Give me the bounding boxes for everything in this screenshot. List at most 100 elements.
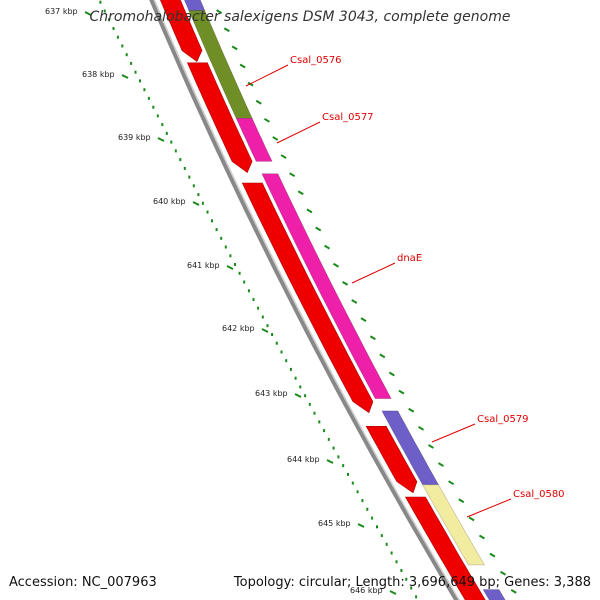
outer-tick	[427, 444, 434, 449]
outer-tick	[500, 570, 507, 576]
gc-dot	[356, 490, 359, 494]
gc-dot	[112, 27, 115, 30]
gene-leader-line	[431, 423, 476, 443]
gc-skew-dots	[99, 0, 418, 599]
outer-tick	[255, 99, 262, 105]
outer-tick	[297, 190, 304, 196]
gc-dot	[252, 298, 255, 301]
tick-label: 645 kbp	[318, 519, 351, 528]
gc-dot	[361, 499, 364, 503]
gc-dot	[201, 201, 204, 205]
tick-mark	[84, 11, 92, 16]
gc-dot	[342, 464, 345, 468]
outer-tick	[351, 299, 358, 304]
gc-dot	[376, 525, 378, 529]
gc-dot	[299, 385, 302, 389]
gc-dot	[318, 420, 321, 424]
outer-tick	[478, 534, 485, 540]
gc-dot	[220, 236, 223, 240]
gc-dot	[410, 586, 413, 590]
outer-tick	[418, 425, 425, 431]
gc-dot	[266, 324, 269, 328]
gc-dot	[229, 254, 232, 258]
gc-dot	[400, 569, 403, 572]
outer-tick	[388, 371, 395, 377]
tick-label: 639 kbp	[118, 133, 151, 142]
cds-arrow	[404, 496, 486, 600]
gc-dot	[170, 140, 173, 144]
tick-mark	[192, 201, 200, 206]
outer-tick	[437, 462, 444, 467]
outer-tick	[510, 589, 517, 594]
outer-tick	[306, 208, 313, 214]
outer-tick	[280, 154, 287, 159]
gene-leader-line	[351, 262, 396, 284]
outer-tick	[408, 407, 415, 413]
outer-tick	[333, 262, 340, 268]
backbone-inner	[153, 0, 461, 600]
gc-dot	[211, 219, 213, 223]
gc-dot	[337, 455, 340, 459]
gc-dot	[215, 228, 218, 232]
gene-leader-line	[276, 121, 321, 144]
gc-dot	[147, 96, 150, 100]
gc-dot	[366, 507, 369, 511]
gc-dot	[371, 516, 374, 520]
tick-label: 646 kbp	[350, 586, 383, 595]
tick-mark	[326, 459, 334, 464]
accession-text: Accession: NC_007963	[9, 575, 157, 590]
gc-dot	[188, 175, 191, 179]
backbone-layer	[149, 0, 461, 600]
gc-dot	[121, 44, 124, 48]
gc-dot	[103, 9, 106, 13]
gc-dot	[332, 446, 335, 450]
tick-label: 640 kbp	[153, 197, 186, 206]
tick-mark	[357, 523, 365, 528]
tick-label: 637 kbp	[45, 7, 78, 16]
cds-arrow	[241, 182, 374, 414]
gc-dot	[327, 437, 330, 441]
gc-dot	[247, 289, 250, 293]
gc-dot	[395, 560, 398, 564]
outer-tick	[324, 244, 331, 250]
gc-dot	[206, 210, 209, 214]
gc-dot	[261, 315, 264, 319]
tick-mark	[294, 393, 302, 398]
gc-dot	[294, 376, 297, 380]
cds-arrow	[160, 0, 203, 63]
gc-dot	[152, 105, 155, 109]
gc-dot	[289, 367, 292, 371]
tick-label: 638 kbp	[82, 70, 115, 79]
gc-dot	[183, 166, 186, 170]
outer-tick	[448, 480, 455, 486]
gc-dot	[323, 429, 326, 433]
gc-dot	[192, 184, 195, 188]
gc-dot	[143, 88, 146, 92]
gc-dot	[271, 333, 274, 336]
gc-dot	[280, 350, 283, 354]
gc-dot	[347, 472, 349, 476]
outer-tick	[468, 516, 475, 522]
outer-tick	[223, 27, 230, 33]
map-title: Chromohalobacter salexigens DSM 3043, co…	[89, 9, 511, 25]
gene-label: Csal_0576	[290, 55, 342, 66]
outer-tick	[239, 63, 246, 69]
gc-dot	[308, 402, 311, 406]
outer-tick	[398, 389, 405, 395]
gc-dot	[285, 359, 288, 363]
gc-dot	[234, 263, 236, 266]
tick-mark	[121, 74, 129, 79]
outer-tick	[369, 335, 376, 341]
tick-mark	[226, 265, 234, 270]
outer-tick	[342, 281, 349, 286]
outer-tick	[289, 172, 296, 178]
outer-tick	[216, 9, 223, 14]
label-layer: Csal_0576 Csal_0577 dnaE Csal_0579 Csal_0580	[245, 55, 565, 518]
cds-arrow	[365, 426, 418, 494]
gc-dot	[174, 149, 177, 153]
gc-dot	[99, 0, 102, 4]
gc-dot	[125, 53, 128, 57]
outer-tick	[379, 353, 386, 359]
tick-mark	[261, 328, 269, 333]
